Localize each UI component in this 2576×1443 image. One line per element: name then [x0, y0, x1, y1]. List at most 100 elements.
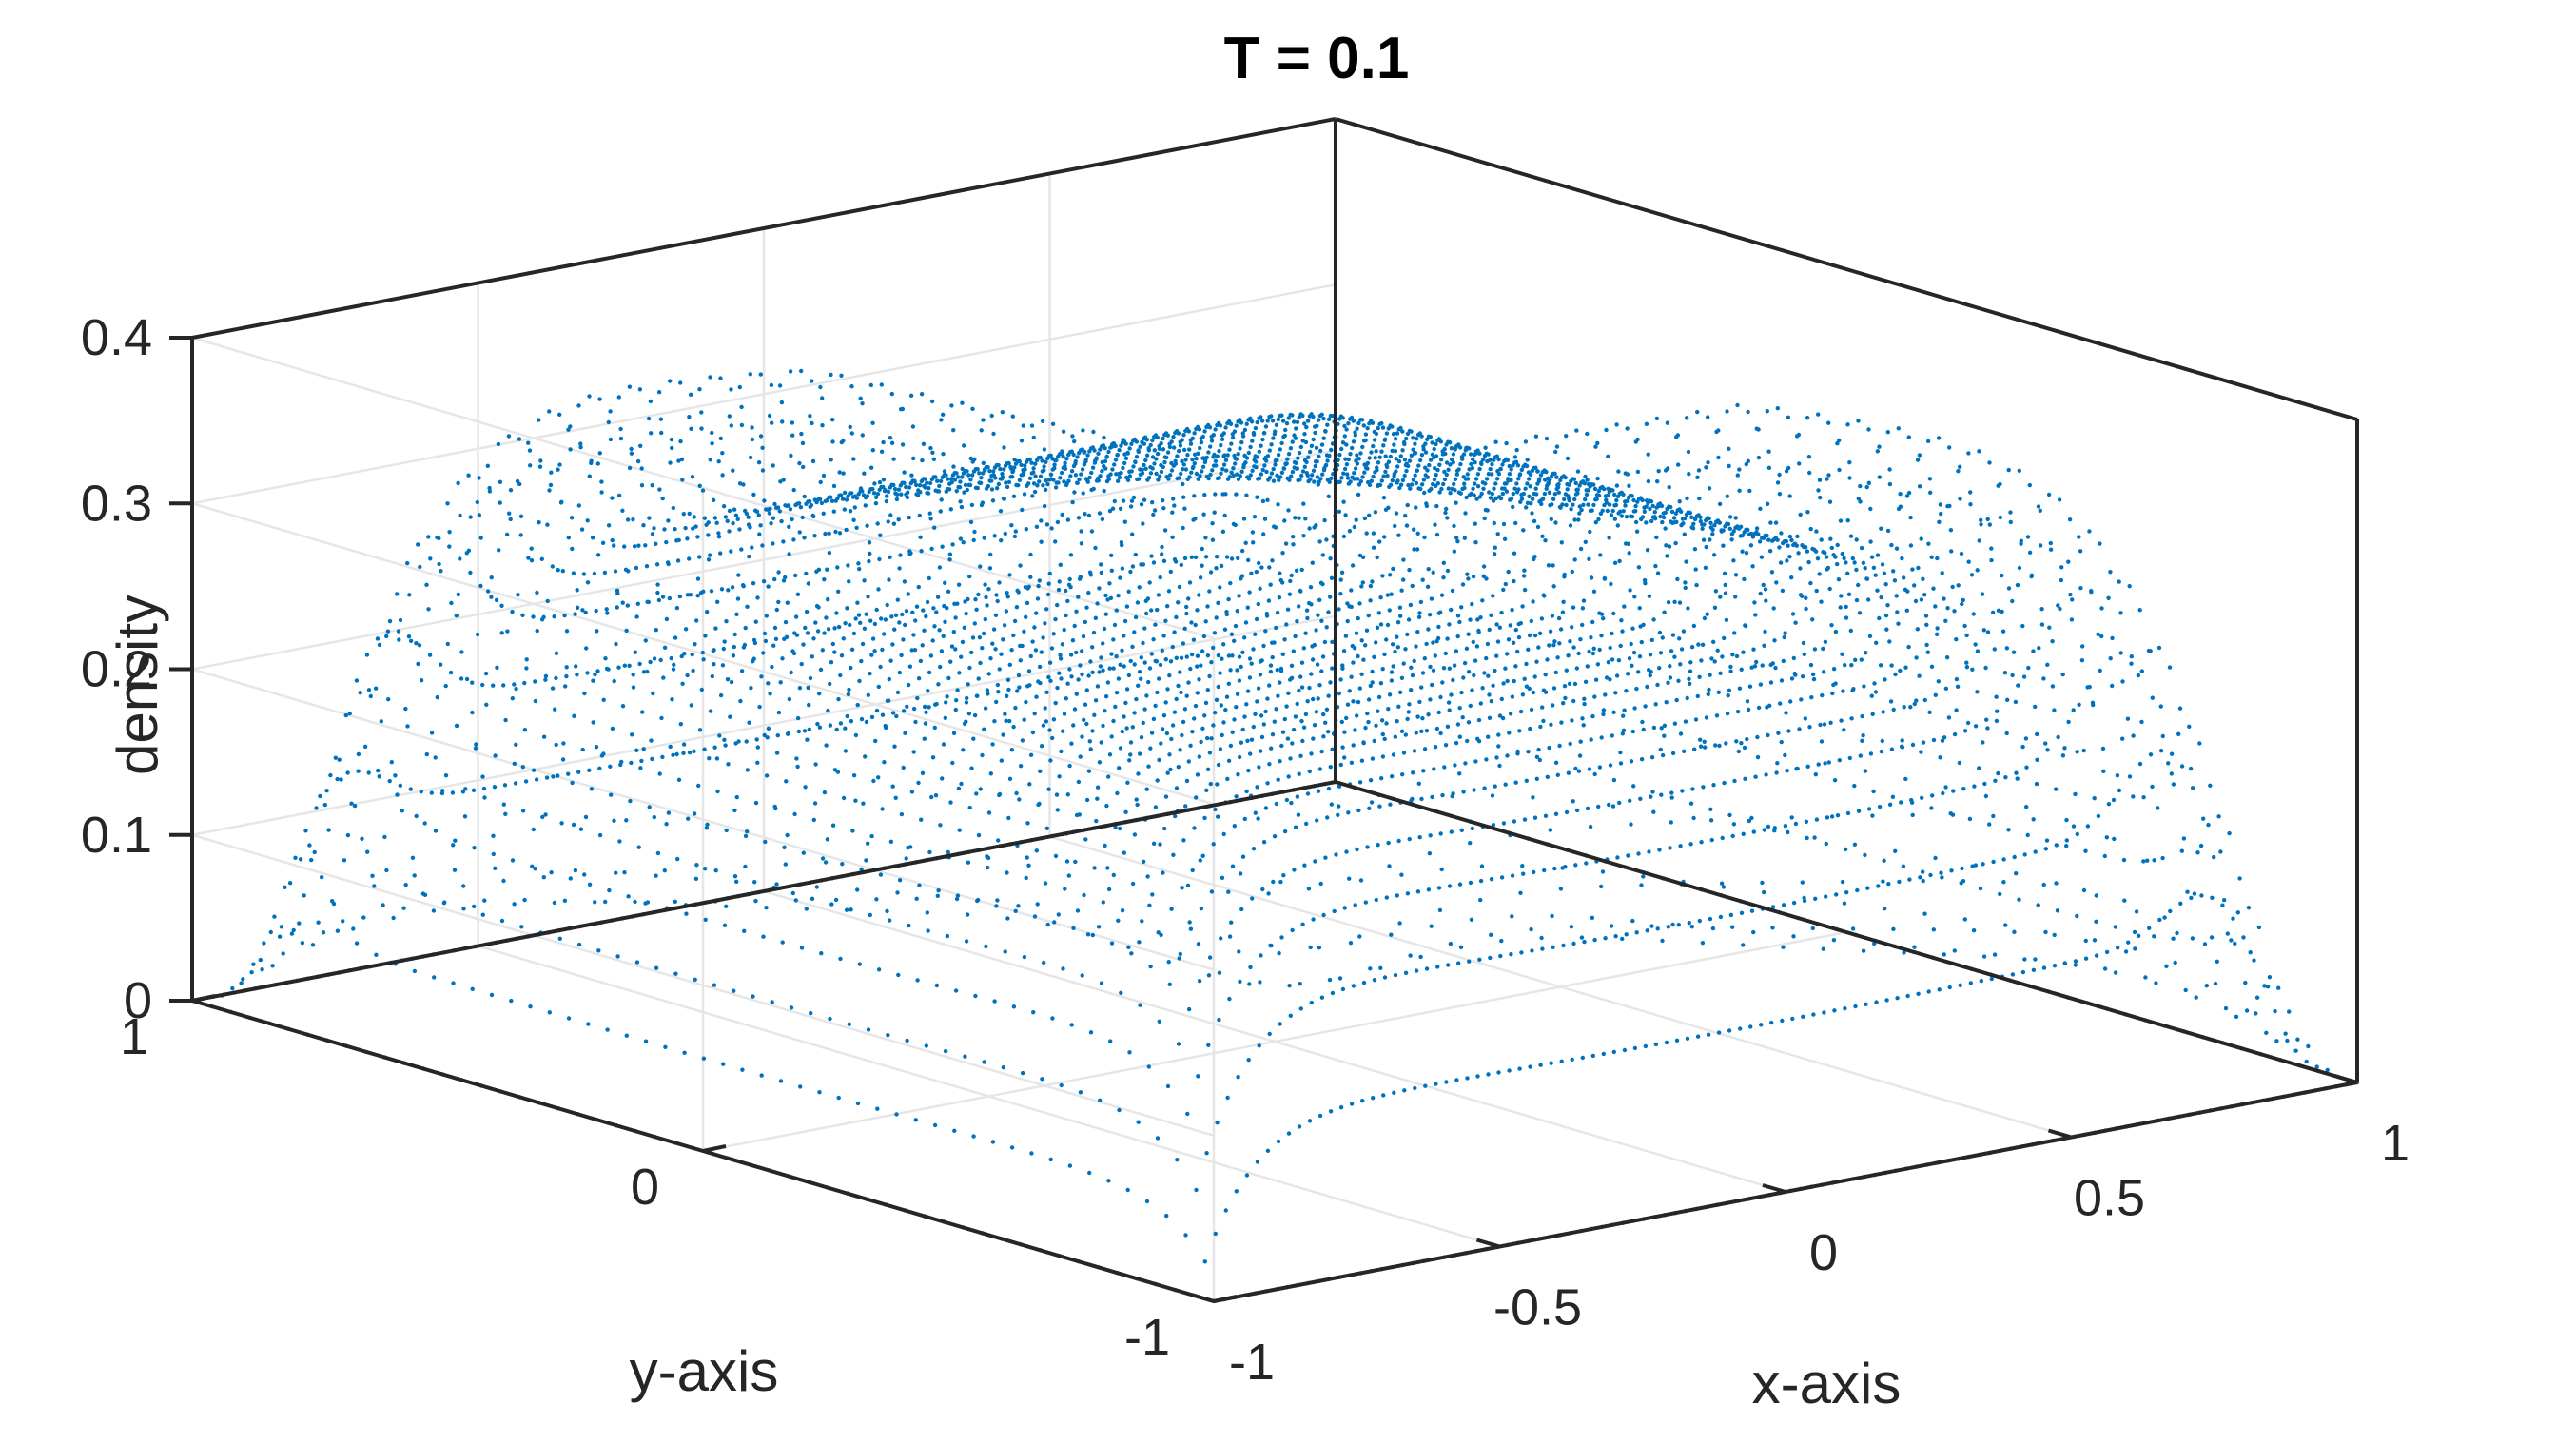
data-point: [1149, 731, 1155, 735]
data-point: [2064, 844, 2069, 848]
data-point: [760, 445, 765, 450]
data-point: [1761, 582, 1766, 588]
data-point: [1848, 534, 1854, 538]
data-point: [928, 517, 933, 521]
data-point: [1812, 835, 1817, 840]
data-point: [1223, 1208, 1229, 1213]
data-point: [1871, 565, 1877, 570]
data-point: [1490, 491, 1495, 497]
data-point: [1382, 652, 1387, 657]
data-point: [2133, 946, 2137, 951]
data-point: [1297, 1124, 1302, 1129]
data-point: [1697, 674, 1702, 679]
data-point: [1895, 610, 1900, 614]
data-point: [979, 428, 984, 433]
data-point: [1611, 1049, 1617, 1055]
data-point: [1962, 917, 1967, 922]
data-point: [657, 771, 662, 776]
data-point: [574, 664, 578, 669]
data-point: [1663, 468, 1669, 473]
data-point: [1733, 595, 1738, 599]
data-point: [1708, 673, 1712, 677]
data-point: [407, 593, 412, 597]
data-point: [1232, 717, 1237, 722]
data-point: [1006, 815, 1011, 821]
data-point: [1153, 703, 1158, 709]
data-point: [1035, 902, 1040, 907]
data-point: [1384, 895, 1390, 900]
data-point: [1895, 996, 1900, 1001]
data-point: [1624, 515, 1630, 519]
data-point: [955, 688, 960, 692]
data-point: [412, 968, 418, 974]
data-point: [1521, 871, 1526, 876]
data-point: [1823, 551, 1827, 556]
data-point: [1269, 442, 1274, 447]
data-point: [743, 625, 748, 631]
data-point: [885, 494, 889, 498]
data-point: [2120, 679, 2125, 684]
data-point: [1919, 597, 1924, 602]
data-point: [1076, 779, 1082, 785]
data-point: [1308, 585, 1314, 590]
data-point: [2046, 492, 2052, 497]
data-point: [1609, 581, 1613, 587]
data-point: [1072, 490, 1077, 495]
data-point: [966, 712, 972, 716]
data-point: [1047, 571, 1053, 576]
data-point: [1688, 660, 1693, 665]
data-point: [1256, 686, 1261, 691]
data-point: [1434, 503, 1439, 509]
data-point: [1034, 848, 1040, 853]
data-point: [2096, 813, 2101, 819]
data-point: [1585, 478, 1590, 482]
data-point: [1415, 437, 1419, 441]
data-point: [1128, 658, 1133, 664]
data-point: [1297, 771, 1301, 776]
data-point: [1187, 447, 1192, 452]
data-point: [951, 428, 956, 433]
data-point: [862, 578, 867, 583]
data-point: [1078, 754, 1083, 759]
data-point: [836, 696, 841, 702]
data-point: [1342, 730, 1347, 734]
data-point: [1156, 593, 1161, 597]
data-point: [1365, 460, 1371, 466]
data-point: [1422, 656, 1428, 661]
data-point: [1100, 517, 1105, 522]
data-point: [528, 1004, 533, 1009]
data-point: [2027, 550, 2033, 555]
data-point: [1302, 863, 1307, 868]
data-point: [1645, 928, 1649, 933]
data-point: [783, 619, 789, 625]
data-point: [1985, 517, 1990, 522]
data-point: [1503, 782, 1508, 787]
data-point: [1034, 694, 1039, 699]
data-point: [933, 793, 939, 798]
data-point: [1342, 466, 1348, 472]
data-point: [1746, 527, 1750, 533]
data-point: [732, 988, 736, 993]
data-point: [1919, 750, 1923, 754]
data-point: [722, 639, 727, 644]
data-point: [501, 878, 506, 884]
data-point: [1457, 445, 1463, 450]
data-point: [1912, 945, 1917, 949]
data-point: [1614, 422, 1619, 427]
data-point: [1253, 425, 1259, 431]
data-point: [1700, 941, 1706, 946]
data-point: [1164, 731, 1170, 736]
data-point: [1455, 722, 1461, 727]
data-point: [552, 900, 557, 906]
data-point: [354, 941, 360, 946]
data-point: [1144, 787, 1149, 791]
data-point: [1543, 538, 1548, 543]
data-point: [1630, 626, 1635, 631]
data-point: [2083, 938, 2088, 944]
data-point: [710, 673, 714, 679]
data-point: [993, 613, 999, 617]
data-point: [1184, 611, 1189, 616]
data-point: [1493, 496, 1499, 501]
data-point: [1161, 634, 1166, 638]
data-point: [1662, 733, 1667, 738]
